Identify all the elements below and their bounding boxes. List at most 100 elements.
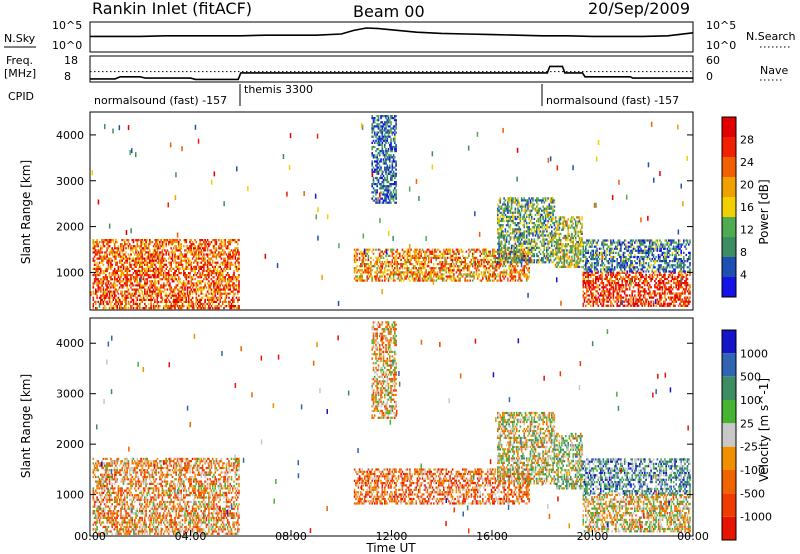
heatmap-cell [606,300,608,303]
heatmap-cell [106,269,108,273]
heatmap-cell [499,256,502,259]
heatmap-cell [635,282,637,285]
heatmap-cell [453,269,455,272]
heatmap-cell [453,277,455,280]
heatmap-cell [150,263,152,266]
heatmap-cell [518,271,520,274]
heatmap-cell [107,239,110,242]
heatmap-cell [367,250,370,253]
heatmap-cell [101,282,103,285]
heatmap-cell [456,258,459,262]
heatmap-cell [201,247,204,250]
heatmap-cell [514,230,517,233]
heatmap-cell [128,274,131,277]
heatmap-cell [234,265,237,268]
heatmap-cell [366,252,368,255]
heatmap-cell [400,271,402,274]
heatmap-cell [381,271,384,274]
heatmap-cell [543,197,546,200]
heatmap-cell [454,279,456,282]
heatmap-cell [105,257,107,260]
heatmap-cell [159,288,161,291]
heatmap-cell [206,269,209,273]
heatmap-cell [533,261,536,264]
heatmap-cell [517,248,519,251]
heatmap-cell [185,284,188,287]
heatmap-cell [608,292,611,295]
heatmap-cell [180,257,182,260]
heatmap-cell [237,251,239,254]
heatmap-cell [573,259,576,262]
heatmap-cell [483,250,485,253]
heatmap-cell [497,236,499,239]
heatmap-cell [95,278,97,281]
heatmap-cell [210,282,213,285]
heatmap-cell [617,304,620,307]
heatmap-cell [515,236,518,239]
heatmap-cell [581,251,583,254]
heatmap-cell [489,263,492,266]
heatmap-cell [141,265,144,268]
heatmap-cell [177,288,180,291]
heatmap-cell [483,265,485,268]
heatmap-cell [443,277,445,280]
heatmap-cell [608,294,611,297]
heatmap-cell [92,298,95,301]
heatmap-cell [508,246,510,249]
heatmap-cell [177,300,180,303]
heatmap-cell [146,280,149,283]
heatmap-cell [510,215,513,218]
heatmap-cell [134,261,136,264]
heatmap-cell [389,265,391,268]
heatmap-cell [519,222,522,225]
heatmap-cell [185,253,188,256]
heatmap-cell [427,256,430,259]
heatmap-cell [392,273,395,276]
heatmap-cell [450,258,453,262]
heatmap-cell [528,259,530,262]
heatmap-cell [100,267,102,270]
heatmap-cell [111,278,113,281]
heatmap-cell [513,250,515,253]
heatmap-cell [112,292,115,295]
heatmap-cell [106,280,108,283]
heatmap-cell [238,282,240,285]
heatmap-cell [430,267,432,270]
heatmap-cell [147,269,150,273]
heatmap-cell [190,278,193,281]
heatmap-cell [358,258,361,262]
heatmap-cell [127,241,130,244]
heatmap-cell [558,251,561,254]
heatmap-cell [504,244,507,247]
heatmap-cell [181,302,184,306]
heatmap-cell [176,280,179,283]
heatmap-cell [585,275,587,279]
heatmap-cell [549,250,552,254]
heatmap-cell [576,253,578,256]
heatmap-cell [592,298,595,301]
heatmap-cell [596,284,598,287]
heatmap-cell [558,216,561,219]
heatmap-cell [136,239,139,242]
heatmap-cell [191,307,194,310]
heatmap-cell [504,205,507,208]
heatmap-cell [146,247,149,250]
heatmap-cell [412,265,415,268]
heatmap-cell [547,222,549,225]
heatmap-cell [169,255,171,258]
heatmap-cell [504,230,507,233]
heatmap-cell [569,265,572,268]
heatmap-cell [402,252,405,255]
heatmap-cell [367,258,370,262]
heatmap-cell [151,269,154,273]
heatmap-cell [529,199,532,202]
heatmap-cell [498,209,500,212]
heatmap-cell [507,207,509,210]
heatmap-cell [546,230,548,233]
heatmap-cell [500,261,503,264]
heatmap-cell [134,253,136,256]
heatmap-cell [134,292,136,295]
heatmap-cell [519,228,522,231]
heatmap-cell [606,298,608,301]
heatmap-cell [585,282,587,285]
